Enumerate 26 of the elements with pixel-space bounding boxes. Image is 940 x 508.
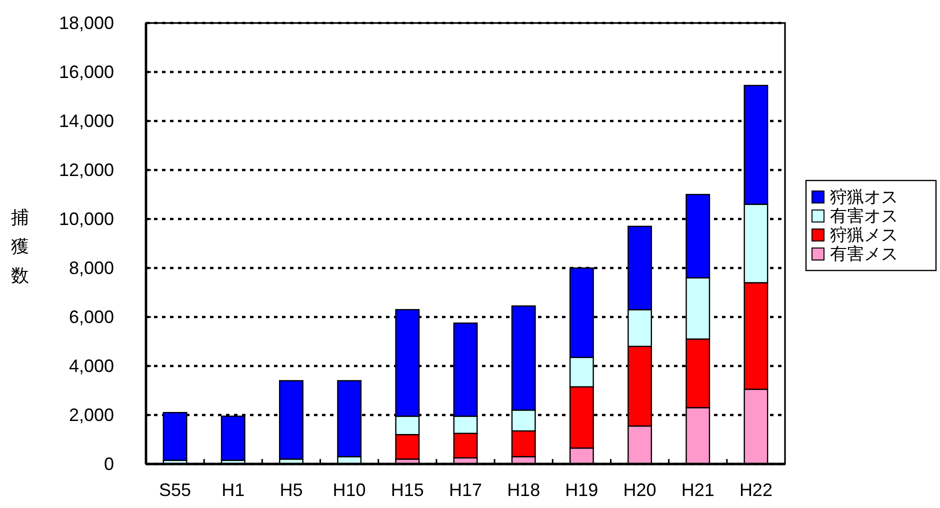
y-axis-title: 捕獲数 [11,208,29,286]
x-tick-label: H19 [565,480,598,500]
x-tick-label: H10 [332,480,366,500]
x-tick-label: H22 [739,480,772,500]
legend-label: 狩猟オス [830,188,898,206]
x-tick-label: H17 [448,480,482,500]
x-tick-label: H18 [507,480,540,500]
x-tick-label: H15 [390,480,424,500]
x-tick-label: H20 [623,480,656,500]
x-tick-label: H5 [280,480,303,500]
y-tick-label: 6,000 [68,307,114,327]
y-tick-label: 8,000 [68,258,114,278]
y-tick-label: 14,000 [58,111,114,131]
y-tick-label: 0 [104,454,114,474]
legend-label: 有害オス [830,206,898,226]
y-tick-label: 10,000 [58,209,114,229]
y-tick-label: 18,000 [58,13,114,33]
legend-label: 有害メス [830,244,898,264]
y-tick-label: 4,000 [68,356,114,376]
x-tick-label: H1 [222,480,245,500]
x-tick-label: S55 [159,480,192,500]
y-tick-label: 16,000 [58,62,114,82]
x-tick-label: H21 [681,480,714,500]
y-tick-label: 12,000 [58,160,114,180]
y-tick-label: 2,000 [68,405,114,425]
legend-label: 狩猟メス [830,226,898,244]
